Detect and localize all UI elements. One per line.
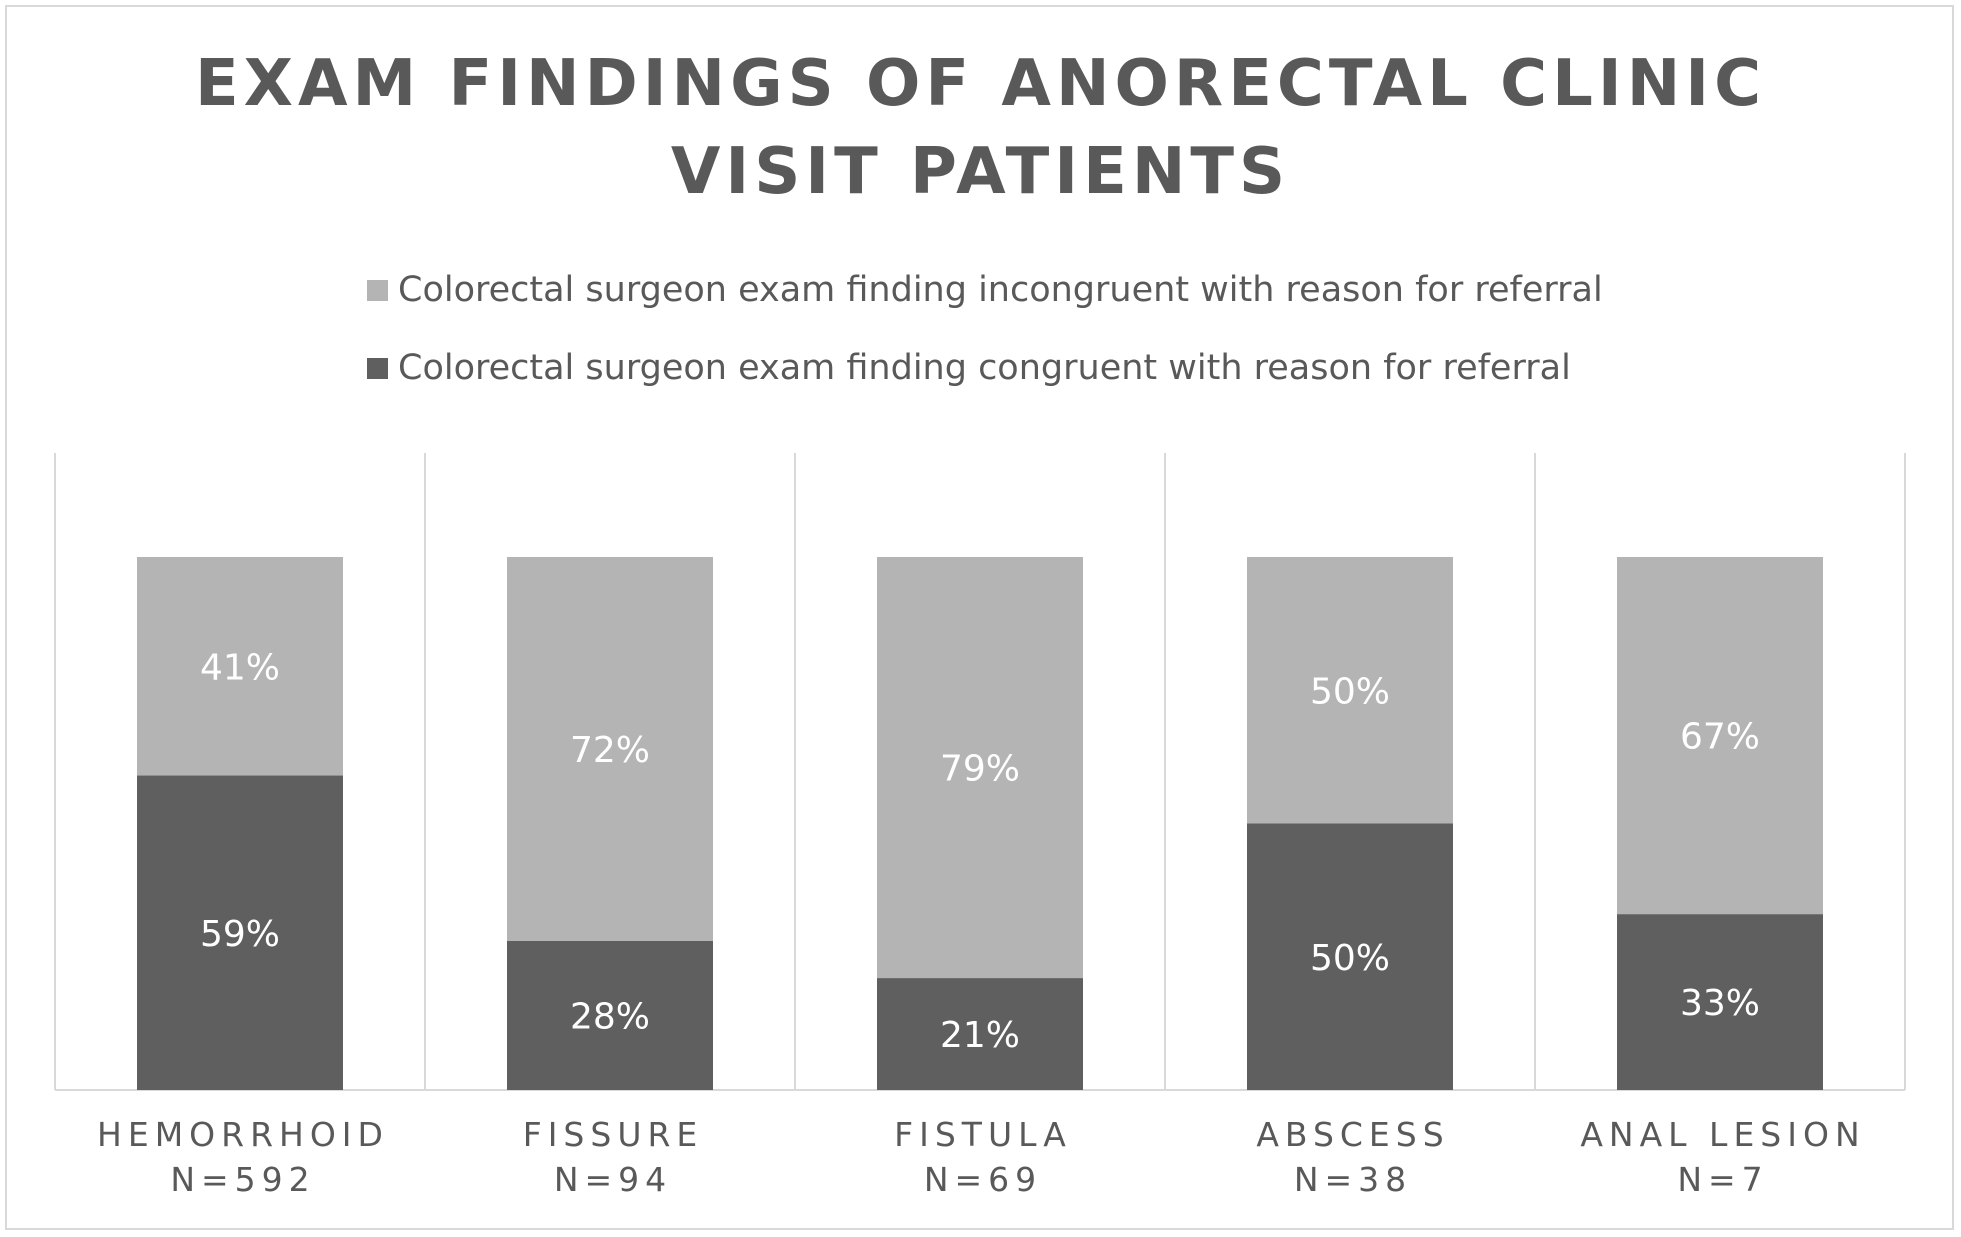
data-label-incongruent-0: 41%: [200, 647, 280, 688]
bar-incongruent-2: [877, 557, 1083, 979]
data-label-incongruent-3: 50%: [1310, 671, 1390, 712]
bar-incongruent-4: [1617, 557, 1823, 915]
x-tick-count-0: N=592: [170, 1160, 315, 1199]
bar-congruent-0: [137, 775, 343, 1090]
legend-swatch-incongruent: [367, 279, 388, 301]
x-tick-count-2: N=69: [924, 1160, 1042, 1199]
x-tick-count-4: N=7: [1677, 1160, 1768, 1199]
legend-item-congruent: Colorectal surgeon exam finding congruen…: [367, 346, 1571, 390]
x-tick-label-2: FISTULA: [894, 1115, 1072, 1154]
data-label-incongruent-2: 79%: [940, 749, 1020, 790]
chart-title: EXAM FINDINGS OF ANORECTAL CLINIC: [194, 47, 1767, 121]
bar-congruent-1: [507, 940, 713, 1090]
bar-incongruent-0: [137, 557, 343, 776]
bar-incongruent-3: [1247, 557, 1453, 824]
x-tick-label-0: HEMORRHOID: [97, 1115, 389, 1154]
x-tick-label-1: FISSURE: [523, 1115, 704, 1154]
bar-congruent-2: [877, 978, 1083, 1090]
bar-congruent-3: [1247, 823, 1453, 1090]
data-label-incongruent-1: 72%: [570, 730, 650, 771]
bar-incongruent-1: [507, 557, 713, 941]
data-label-congruent-2: 21%: [940, 1015, 1020, 1056]
data-label-congruent-4: 33%: [1680, 983, 1760, 1024]
data-label-congruent-0: 59%: [200, 914, 280, 955]
chart-title-line-2: VISIT PATIENTS: [670, 135, 1291, 209]
legend-label-incongruent: Colorectal surgeon exam finding incongru…: [398, 270, 1603, 310]
chart-frame: [5, 5, 1954, 1230]
x-tick-label-4: ANAL LESION: [1580, 1115, 1865, 1154]
bar-congruent-4: [1617, 914, 1823, 1090]
data-label-congruent-3: 50%: [1310, 938, 1390, 979]
legend-item-incongruent: Colorectal surgeon exam finding incongru…: [367, 268, 1603, 312]
legend-label-congruent: Colorectal surgeon exam finding congruen…: [398, 348, 1571, 388]
x-tick-count-3: N=38: [1294, 1160, 1412, 1199]
legend-swatch-congruent: [367, 357, 388, 379]
data-label-incongruent-4: 67%: [1680, 717, 1760, 758]
x-tick-label-3: ABSCESS: [1256, 1115, 1449, 1154]
x-tick-count-1: N=94: [554, 1160, 672, 1199]
data-label-congruent-1: 28%: [570, 996, 650, 1037]
